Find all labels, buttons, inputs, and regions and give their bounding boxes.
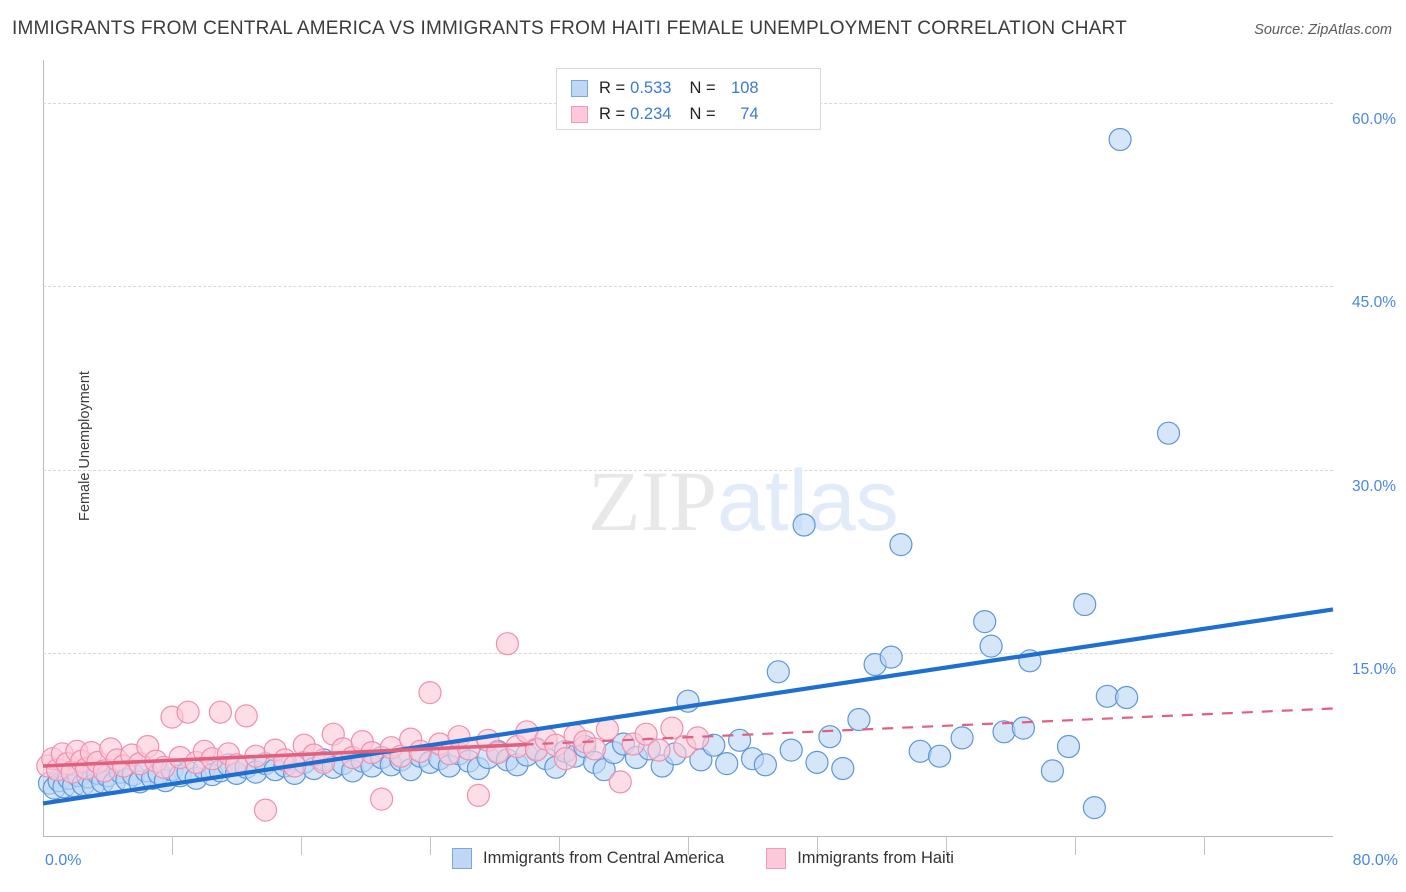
data-point — [879, 645, 903, 669]
data-point — [1108, 127, 1132, 152]
data-point — [847, 707, 871, 732]
data-point — [889, 533, 913, 557]
trend-line-immigrants-from-central-america — [42, 607, 1334, 806]
data-point — [818, 725, 842, 749]
stats-r-value-2: 0.234 — [630, 104, 672, 123]
data-point — [608, 770, 632, 794]
y-axis-tick-label: 15.0% — [1352, 661, 1396, 679]
source-label: Source: ZipAtlas.com — [1254, 22, 1392, 38]
data-point — [647, 738, 671, 762]
x-axis-max-label: 80.0% — [1352, 852, 1398, 869]
data-point — [1011, 716, 1036, 740]
x-axis-line — [43, 836, 1333, 837]
data-point — [660, 716, 684, 740]
page-title: IMMIGRANTS FROM CENTRAL AMERICA VS IMMIG… — [12, 18, 1127, 39]
x-axis-tick — [559, 837, 560, 855]
legend-item-central-america[interactable]: Immigrants from Central America — [452, 848, 724, 869]
legend-item-haiti[interactable]: Immigrants from Haiti — [766, 848, 954, 869]
data-point — [1095, 684, 1119, 708]
data-point — [1082, 795, 1107, 820]
data-point — [418, 680, 442, 705]
stats-row-haiti: R = 0.234 N = 74 — [571, 101, 810, 127]
y-axis-tick-label: 45.0% — [1352, 294, 1396, 312]
data-point — [950, 726, 974, 750]
stats-n-label-1: N = — [689, 78, 716, 97]
stats-n-value-1: 108 — [731, 78, 759, 97]
trend-line-haiti-solid-segment — [42, 742, 527, 768]
stats-r-label-2: R = — [599, 104, 626, 123]
scatter-layer — [36, 127, 1334, 822]
stats-n-value-2: 74 — [740, 104, 759, 123]
data-point — [253, 798, 278, 822]
x-axis-tick — [688, 837, 689, 855]
data-point — [1114, 685, 1139, 710]
data-point — [1156, 421, 1181, 445]
gridline — [43, 653, 1333, 655]
data-point — [927, 744, 952, 768]
legend-label-central-america: Immigrants from Central America — [483, 849, 725, 867]
x-axis-tick — [817, 837, 818, 855]
data-point — [715, 751, 739, 776]
watermark-zip: ZIP — [588, 453, 717, 549]
x-axis-tick — [172, 837, 173, 855]
data-point — [753, 753, 778, 777]
data-point — [495, 632, 519, 656]
x-axis-tick — [301, 837, 302, 855]
data-point — [176, 700, 200, 724]
data-point — [1056, 734, 1081, 759]
x-axis-tick — [946, 837, 947, 855]
data-point — [1073, 592, 1097, 617]
x-axis-tick — [430, 837, 431, 855]
data-point — [973, 609, 997, 634]
data-point — [805, 750, 829, 775]
gridline — [43, 469, 1333, 471]
y-axis-tick-label: 30.0% — [1352, 477, 1396, 495]
data-point — [208, 700, 232, 724]
y-axis-tick-label: 60.0% — [1352, 110, 1396, 128]
data-point — [466, 783, 490, 808]
stats-r-value-1: 0.533 — [630, 78, 672, 97]
data-point — [766, 660, 790, 684]
x-axis-min-label: 0.0% — [45, 852, 82, 869]
data-point — [727, 728, 752, 752]
legend-swatch-central-america — [452, 848, 473, 869]
data-point — [234, 704, 258, 728]
gridline — [43, 286, 1333, 288]
stats-n-label-2: N = — [689, 104, 716, 123]
correlation-stats-box: R = 0.533 N = 108 R = 0.234 N = 74 — [556, 68, 821, 130]
plot-area: ZIPatlas — [36, 60, 1334, 855]
x-axis-tick — [1204, 837, 1205, 855]
stats-swatch-central-america — [571, 79, 588, 97]
stats-row-central-america: R = 0.533 N = 108 — [571, 75, 810, 101]
data-point — [553, 747, 578, 771]
stats-swatch-haiti — [571, 105, 588, 123]
data-point — [908, 739, 932, 763]
x-axis-tick — [1075, 837, 1076, 855]
data-point — [979, 634, 1003, 658]
stats-r-label-1: R = — [599, 78, 626, 97]
trend-line-immigrants-from-haiti — [42, 707, 1334, 768]
data-point — [792, 513, 816, 537]
legend-label-haiti: Immigrants from Haiti — [797, 849, 954, 867]
data-point — [582, 737, 607, 761]
series-legend: Immigrants from Central America Immigran… — [0, 848, 1406, 869]
data-point — [370, 787, 394, 811]
data-point — [1040, 759, 1065, 783]
data-point — [779, 738, 803, 762]
y-axis-line — [43, 60, 44, 837]
data-point — [831, 756, 855, 781]
legend-swatch-haiti — [766, 848, 787, 869]
